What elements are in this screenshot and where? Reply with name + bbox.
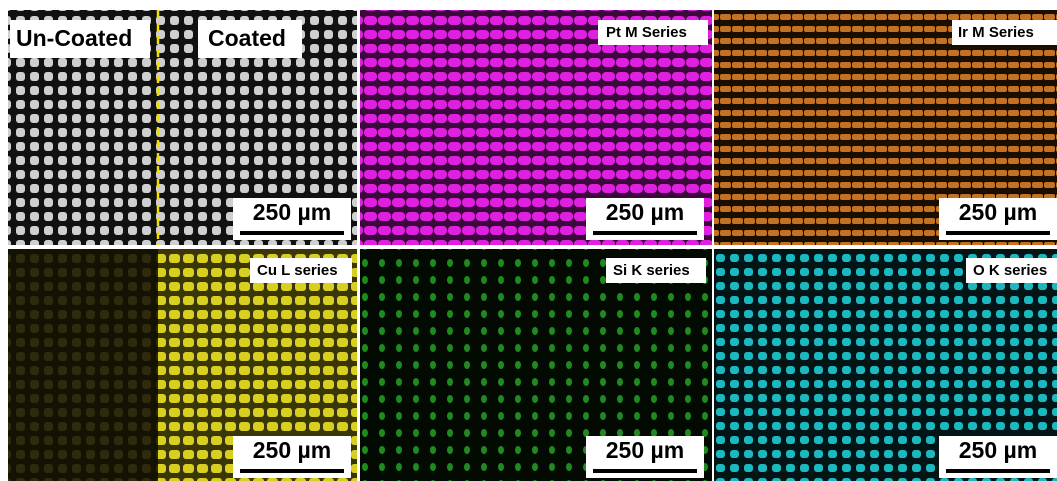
scale-bar-label: 250 µm	[959, 437, 1037, 463]
scale-bar-label: 250 µm	[606, 437, 684, 463]
panel-label: Coated	[208, 25, 286, 51]
scale-bar-label: 250 µm	[253, 437, 331, 463]
panel: Cu L series 250 µm	[8, 249, 357, 481]
panel-label: Ir M Series	[958, 24, 1034, 41]
panel: Si K series 250 µm	[360, 249, 712, 481]
panel-label: Cu L series	[257, 262, 338, 279]
panel: O K series 250 µm	[714, 249, 1057, 481]
scale-bar-label: 250 µm	[253, 199, 331, 225]
panel: Pt M Series 250 µm	[360, 10, 712, 245]
scale-bar-label: 250 µm	[606, 199, 684, 225]
scale-bar-label: 250 µm	[959, 199, 1037, 225]
figure: Un-Coated Coated 250 µm Pt M Series 250 …	[0, 0, 1057, 481]
panel-label: Pt M Series	[606, 24, 687, 41]
panel-label: Un-Coated	[16, 25, 132, 51]
panel: Ir M Series 250 µm	[714, 10, 1057, 245]
panel-label: O K series	[973, 262, 1047, 279]
panel-label: Si K series	[613, 262, 690, 279]
panel: Un-Coated Coated 250 µm	[8, 10, 357, 245]
